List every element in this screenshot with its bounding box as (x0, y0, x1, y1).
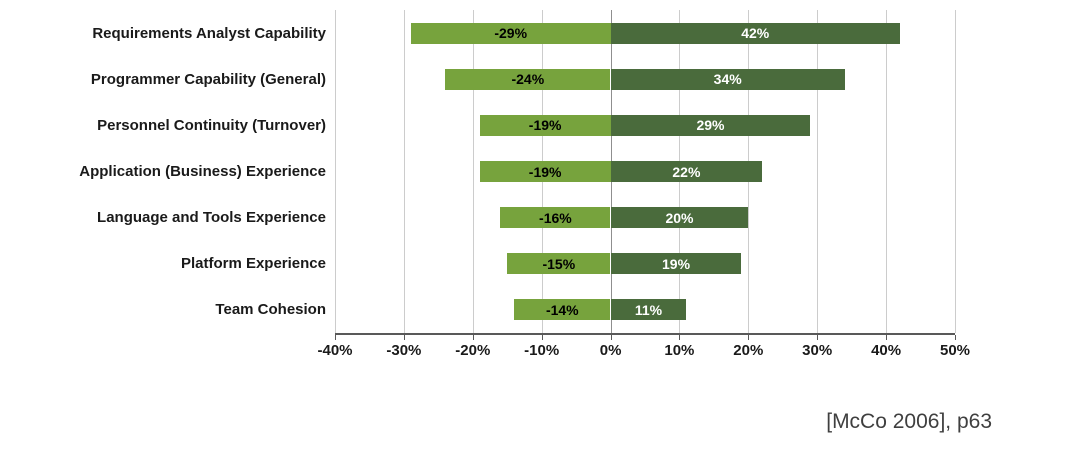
bar-decrease: -16% (500, 207, 611, 229)
x-tick-label: 20% (733, 342, 764, 359)
category-label: Language and Tools Experience (97, 209, 326, 227)
axis-tick (748, 335, 750, 340)
bar-increase: 22% (610, 161, 763, 182)
bar-increase: 20% (610, 207, 749, 229)
plot-area: -29% 42% -24% 34% -19% 29% -19% 22% -16% 20% -15% 1… (335, 10, 956, 335)
bar-increase: 34% (610, 68, 845, 90)
gridline (472, 10, 474, 333)
bar-decrease: -19% (479, 161, 611, 182)
bar-increase: 29% (610, 114, 811, 136)
gridline (955, 10, 956, 333)
category-label: Team Cohesion (215, 301, 326, 319)
citation-text: [McCo 2006], p63 (826, 410, 992, 433)
category-label: Requirements Analyst Capability (92, 24, 326, 42)
bar-decrease: -29% (410, 22, 611, 44)
x-tick-label: 40% (871, 342, 902, 359)
bar-decrease: -15% (507, 253, 611, 275)
bar-increase: 19% (610, 253, 742, 275)
axis-tick (886, 335, 888, 340)
gridline (886, 10, 888, 333)
x-tick-label: -40% (317, 342, 353, 359)
x-tick-label: 10% (664, 342, 695, 359)
category-label: Personnel Continuity (Turnover) (97, 116, 326, 134)
axis-tick (541, 335, 543, 340)
x-tick-label: -30% (386, 342, 422, 359)
category-label: Application (Business) Experience (79, 163, 326, 180)
axis-tick (472, 335, 474, 340)
axis-tick (403, 335, 405, 340)
bar-decrease: -19% (479, 114, 611, 136)
axis-tick (610, 335, 612, 340)
category-label: Programmer Capability (General) (90, 70, 326, 88)
axis-tick (817, 335, 819, 340)
bar-increase: 42% (610, 22, 900, 44)
axis-tick (955, 335, 956, 340)
bar-increase: 11% (610, 299, 687, 321)
gridline (403, 10, 405, 333)
gridline (817, 10, 819, 333)
x-tick-label: 0% (599, 342, 622, 359)
x-tick-label: 50% (939, 342, 971, 359)
axis-tick (679, 335, 681, 340)
gridline (335, 10, 336, 333)
bar-decrease: -24% (445, 68, 611, 90)
axis-tick (335, 335, 336, 340)
x-tick-label: -20% (455, 342, 491, 359)
category-label: Platform Experience (180, 255, 326, 273)
bar-decrease: -14% (514, 299, 611, 321)
x-tick-label: -10% (524, 342, 560, 359)
x-tick-label: 30% (802, 342, 833, 359)
